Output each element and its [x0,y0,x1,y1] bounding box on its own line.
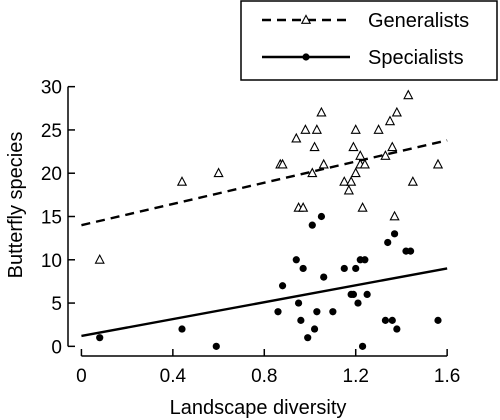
data-point [317,212,326,221]
data-point [358,342,367,350]
legend-item-generalists: Generalists [262,10,469,32]
y-tick-label: 0 [51,337,62,358]
y-tick-label: 15 [41,208,62,229]
data-point [354,299,362,307]
data-point [355,150,366,160]
data-point [363,290,371,299]
data-point [407,176,418,186]
y-axis-title: Butterfly species [5,132,27,279]
data-point [178,325,186,333]
data-point [384,238,392,247]
data-point [310,325,319,333]
data-point [388,316,396,324]
x-tick-label: 1.2 [343,366,369,387]
series-generalists [81,89,448,264]
data-point [340,264,348,273]
y-axis: 0 5 10 15 20 25 30 [41,78,75,358]
legend: Generalists Specialists [240,0,498,81]
data-point [309,141,320,152]
data-point [384,115,396,126]
y-tick-label: 20 [41,164,62,185]
x-axis: 0 0.4 0.8 1.2 1.6 [76,349,460,387]
data-point [387,141,398,152]
series-specialists [81,212,448,350]
data-point [391,106,402,117]
data-point [393,325,401,333]
data-point [432,158,444,169]
data-point [291,132,302,143]
data-point [349,290,358,299]
data-point [316,106,327,117]
data-point [96,334,104,342]
data-point [373,124,384,134]
data-point [307,167,318,178]
x-tick-label: 0.8 [251,366,277,387]
data-point [357,202,368,212]
data-point [350,124,361,134]
data-point [213,167,224,178]
data-point [339,176,350,186]
data-point [348,141,359,152]
data-point [318,158,329,169]
y-tick-label: 25 [41,121,62,142]
legend-label: Generalists [368,10,469,32]
y-tick-label: 10 [41,251,62,272]
legend-item-specialists: Specialists [262,47,464,69]
data-point [313,308,321,316]
data-point [359,158,370,169]
data-point [297,316,305,324]
data-point [298,202,309,212]
data-point [381,316,390,324]
data-point [176,176,188,186]
data-point [343,184,354,195]
data-point [329,308,337,316]
x-axis-title: Landscape diversity [170,397,347,419]
fit-line-specialists [81,267,448,338]
data-point [274,308,282,316]
data-point [346,176,357,186]
y-tick-label: 5 [51,294,62,315]
y-tick-label: 30 [41,78,62,99]
data-point [300,124,311,134]
data-point [434,316,442,324]
data-point [292,256,300,264]
data-point [380,150,391,160]
legend-marker [300,14,312,24]
x-tick-label: 0.4 [160,366,187,387]
data-point [277,158,288,169]
data-point [299,264,307,273]
data-point [94,253,105,264]
plot-area [81,89,448,350]
data-point [278,282,287,290]
data-point [390,230,399,238]
data-point [212,342,220,350]
data-point [352,264,360,273]
data-point [294,299,303,307]
data-point [406,247,415,255]
x-tick-label: 0 [76,366,87,387]
data-point [389,210,400,221]
legend-label: Specialists [368,47,464,69]
data-point [311,124,322,134]
legend-marker [302,53,310,61]
fit-line-generalists [81,139,448,227]
data-point [361,256,369,264]
data-point [304,334,312,342]
data-point [403,89,414,100]
data-point [308,221,316,229]
data-point [350,167,361,178]
legend-box [240,0,498,81]
data-point [320,273,328,281]
x-tick-label: 1.6 [434,366,460,387]
